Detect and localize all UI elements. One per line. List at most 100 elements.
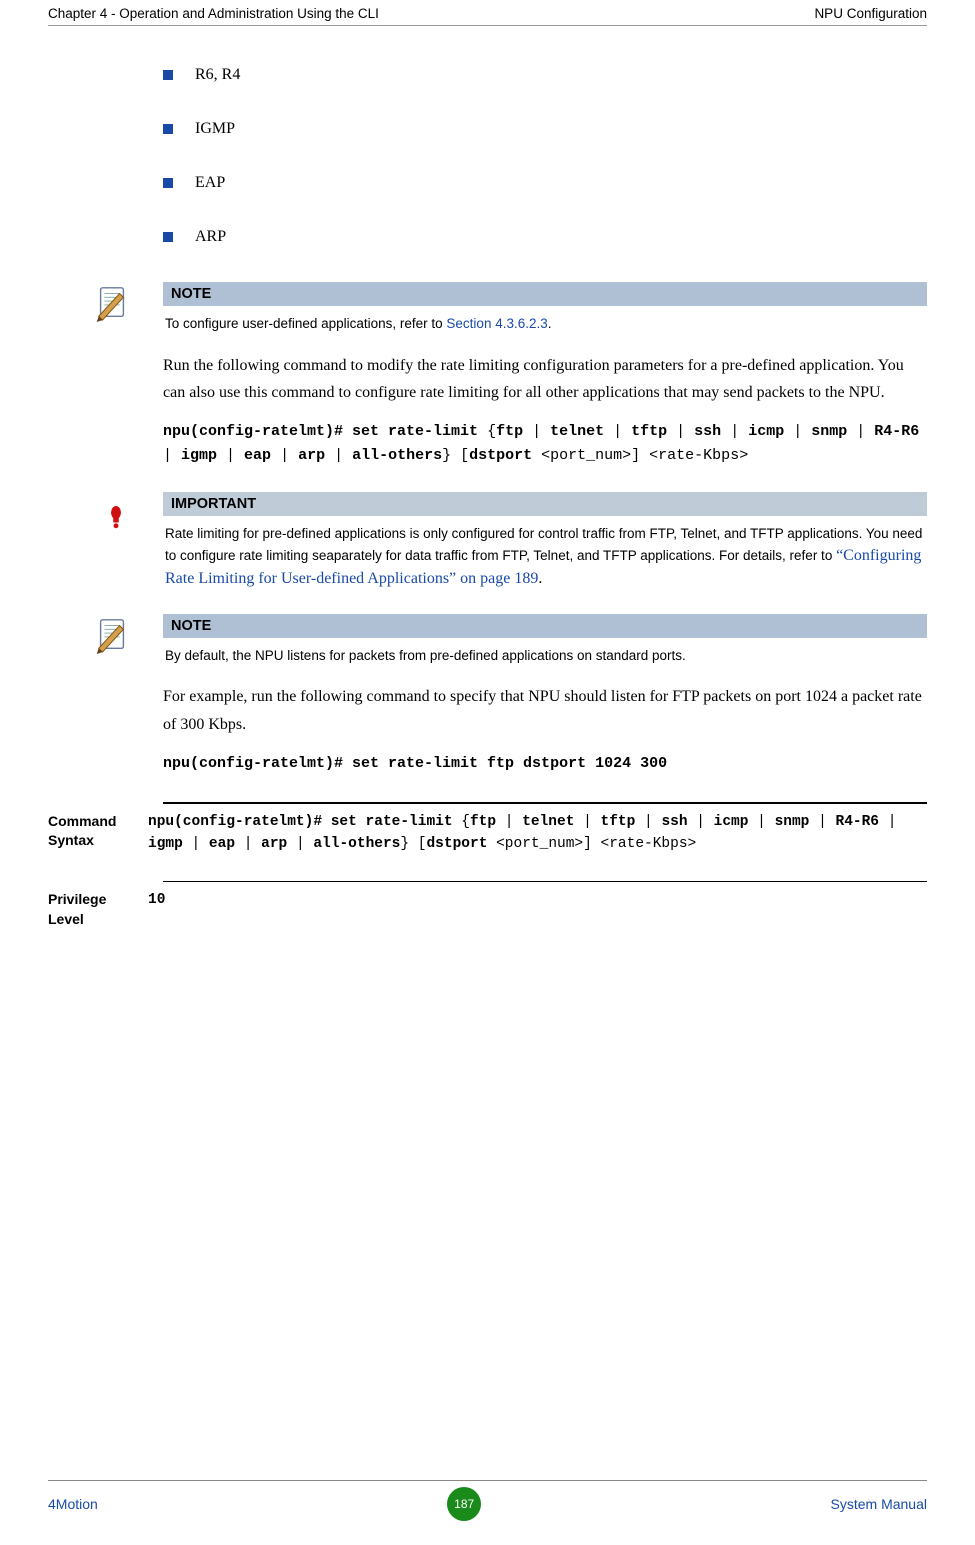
code-text: <port_num>] <rate-Kbps> [496, 836, 696, 852]
note-body: To configure user-defined applications, … [163, 306, 927, 334]
code-text: | [192, 836, 209, 852]
code-text: | [296, 836, 313, 852]
footer-right[interactable]: System Manual [831, 1496, 927, 1512]
main-content: R6, R4 IGMP EAP ARP NOTE [48, 66, 927, 930]
code-text: <port_num>] <rate-Kbps> [532, 447, 748, 464]
code-text: npu(config-ratelmt)# set rate-limit ftp … [163, 755, 667, 772]
note-icon [93, 284, 131, 322]
code-text: } [ [400, 836, 426, 852]
code-block: npu(config-ratelmt)# set rate-limit ftp … [163, 752, 927, 776]
page-number-badge: 187 [447, 1487, 481, 1521]
code-text: icmp [748, 423, 793, 440]
bullet-icon [163, 232, 173, 242]
bullet-icon [163, 178, 173, 188]
code-text: dstport [426, 836, 496, 852]
list-item: EAP [163, 174, 927, 192]
bullet-text: R6, R4 [195, 66, 240, 84]
code-text: telnet [550, 423, 613, 440]
paragraph: For example, run the following command t… [163, 683, 927, 737]
code-text: all-others [352, 447, 442, 464]
code-text: | [888, 814, 897, 830]
important-block: IMPORTANT Rate limiting for pre-defined … [163, 492, 927, 590]
code-text: | [244, 836, 261, 852]
note-block: NOTE By default, the NPU listens for pac… [163, 614, 927, 666]
note-title: NOTE [163, 614, 927, 638]
code-text: | [226, 447, 244, 464]
code-text: { [461, 814, 470, 830]
code-text: | [676, 423, 694, 440]
code-text: arp [261, 836, 296, 852]
important-icon [105, 494, 127, 540]
command-syntax-row: Command Syntax npu(config-ratelmt)# set … [163, 802, 927, 856]
privilege-level-value: 10 [148, 890, 927, 929]
section-link[interactable]: Section 4.3.6.2.3 [446, 316, 547, 331]
code-text: tftp [631, 423, 676, 440]
page-footer: 4Motion 187 System Manual [48, 1480, 927, 1521]
code-text: | [280, 447, 298, 464]
code-text: snmp [811, 423, 856, 440]
bullet-text: IGMP [195, 120, 235, 138]
list-item: R6, R4 [163, 66, 927, 84]
command-syntax-body: npu(config-ratelmt)# set rate-limit {ftp… [148, 812, 927, 856]
code-text: | [793, 423, 811, 440]
code-text: | [696, 814, 713, 830]
important-title: IMPORTANT [163, 492, 927, 516]
code-text: eap [244, 447, 280, 464]
code-text: ssh [694, 423, 730, 440]
important-text-suffix: . [538, 570, 542, 587]
code-text: igmp [181, 447, 226, 464]
note-block: NOTE To configure user-defined applicati… [163, 282, 927, 334]
list-item: IGMP [163, 120, 927, 138]
header-right: NPU Configuration [814, 6, 927, 21]
code-text: | [532, 423, 550, 440]
note-text-suffix: . [548, 316, 552, 331]
code-text: tftp [601, 814, 645, 830]
list-item: ARP [163, 228, 927, 246]
code-text: | [818, 814, 835, 830]
code-text: R4-R6 [874, 423, 919, 440]
code-text: | [334, 447, 352, 464]
code-text: { [487, 423, 496, 440]
note-text: To configure user-defined applications, … [165, 316, 446, 331]
code-text: dstport [469, 447, 532, 464]
code-text: ftp [470, 814, 505, 830]
code-text: igmp [148, 836, 192, 852]
code-text: | [644, 814, 661, 830]
code-text: npu(config-ratelmt)# set rate-limit [163, 423, 487, 440]
code-text: eap [209, 836, 244, 852]
code-text: ftp [496, 423, 532, 440]
important-body: Rate limiting for pre-defined applicatio… [163, 516, 927, 590]
bullet-text: ARP [195, 228, 226, 246]
command-syntax-label: Command Syntax [48, 812, 148, 856]
header-left: Chapter 4 - Operation and Administration… [48, 6, 379, 21]
code-text: R4-R6 [836, 814, 888, 830]
bullet-icon [163, 124, 173, 134]
privilege-level-row: Privilege Level 10 [163, 881, 927, 929]
code-text: icmp [714, 814, 758, 830]
important-text: Rate limiting for pre-defined applicatio… [165, 526, 922, 563]
note-body: By default, the NPU listens for packets … [163, 638, 927, 666]
footer-left[interactable]: 4Motion [48, 1496, 98, 1512]
code-text: all-others [313, 836, 400, 852]
code-text: arp [298, 447, 334, 464]
code-text: | [856, 423, 874, 440]
paragraph: Run the following command to modify the … [163, 352, 927, 406]
code-text: | [583, 814, 600, 830]
bullet-text: EAP [195, 174, 225, 192]
code-text: | [730, 423, 748, 440]
code-text: | [757, 814, 774, 830]
page-header: Chapter 4 - Operation and Administration… [48, 0, 927, 26]
note-icon [93, 616, 131, 654]
code-text: } [ [442, 447, 469, 464]
note-title: NOTE [163, 282, 927, 306]
code-text: 10 [148, 892, 165, 908]
code-text: | [505, 814, 522, 830]
code-text: ssh [661, 814, 696, 830]
code-text: telnet [522, 814, 583, 830]
code-block: npu(config-ratelmt)# set rate-limit {ftp… [163, 420, 927, 468]
code-text: | [163, 447, 181, 464]
code-text: npu(config-ratelmt)# set rate-limit [148, 814, 461, 830]
bullet-icon [163, 70, 173, 80]
code-text: snmp [775, 814, 819, 830]
privilege-level-label: Privilege Level [48, 890, 148, 929]
